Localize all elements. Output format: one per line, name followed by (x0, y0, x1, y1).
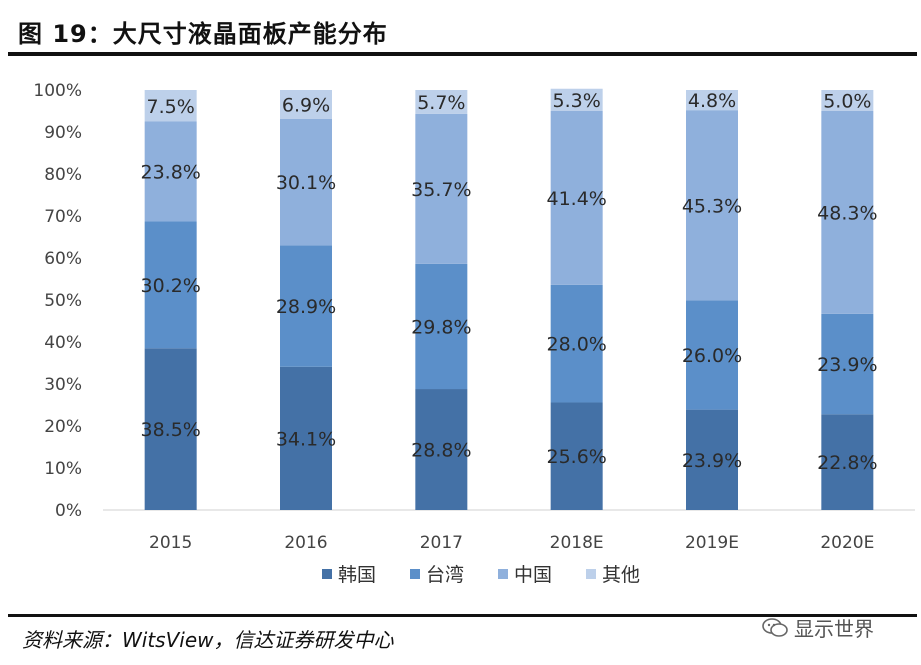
data-label: 34.1% (276, 428, 336, 450)
data-label: 28.0% (546, 334, 606, 356)
bar-segment (550, 402, 603, 510)
legend-swatch (410, 569, 420, 579)
bottom-rule (8, 614, 917, 617)
bar-segment (144, 90, 197, 122)
data-label: 45.3% (682, 195, 742, 217)
bar-segment (550, 284, 603, 403)
bar-segment (821, 90, 874, 111)
bar-segment (821, 313, 874, 415)
bar-segment (280, 118, 332, 246)
data-label: 38.5% (140, 419, 200, 441)
x-tick-label: 2017 (420, 533, 463, 553)
data-label: 30.2% (140, 275, 200, 297)
data-label: 23.8% (140, 161, 200, 183)
x-tick-label: 2018E (550, 533, 604, 553)
data-label: 28.9% (276, 296, 336, 318)
legend-swatch (322, 569, 332, 579)
bar-segment (686, 409, 738, 510)
bar-segment (415, 113, 468, 264)
y-tick-label: 40% (44, 333, 82, 353)
y-tick-label: 70% (44, 207, 82, 227)
data-label: 41.4% (546, 188, 606, 210)
data-label: 5.3% (553, 90, 601, 112)
figure-title: 图 19：大尺寸液晶面板产能分布 (18, 20, 388, 48)
data-label: 30.1% (276, 172, 336, 194)
wechat-icon (762, 617, 788, 637)
data-label: 29.8% (411, 316, 471, 338)
bar-segment (415, 389, 468, 510)
legend-label: 其他 (602, 564, 640, 586)
y-tick-label: 10% (44, 459, 82, 479)
bar-segment (686, 110, 738, 301)
bar-segment (144, 221, 197, 349)
x-tick-label: 2015 (149, 533, 192, 553)
x-tick-label: 2016 (284, 533, 327, 553)
legend-label: 韩国 (338, 564, 376, 586)
data-label: 35.7% (411, 179, 471, 201)
source-note: 资料来源：WitsView，信达证券研发中心 (22, 628, 394, 652)
data-label: 4.8% (688, 90, 736, 112)
top-rule (8, 52, 917, 56)
data-label: 5.7% (417, 92, 465, 114)
y-tick-label: 80% (44, 165, 82, 185)
y-tick-label: 20% (44, 417, 82, 437)
watermark: 显示世界 (762, 613, 874, 642)
data-label: 23.9% (817, 354, 877, 376)
data-label: 28.8% (411, 440, 471, 462)
x-tick-label: 2020E (820, 533, 874, 553)
data-label: 22.8% (817, 452, 877, 474)
legend-label: 台湾 (426, 564, 464, 586)
bar-segment (686, 300, 738, 410)
legend-swatch (586, 569, 596, 579)
data-label: 7.5% (147, 96, 195, 118)
stacked-bar-chart: 0% 10% 20% 30% 40% 50% 60% 70% 80% 90% 100% 38.5% 30… (33, 81, 915, 586)
data-label: 48.3% (817, 202, 877, 224)
y-tick-label: 100% (33, 81, 82, 101)
legend-label: 中国 (514, 564, 552, 586)
bar-segment (280, 245, 332, 367)
bar-segment (144, 348, 197, 510)
data-label: 6.9% (282, 94, 330, 116)
bar-segment (821, 414, 874, 510)
bar-segment (821, 111, 874, 314)
bar-segment (550, 88, 603, 111)
y-tick-label: 50% (44, 291, 82, 311)
bar-segment (415, 90, 468, 114)
bar-segment (415, 263, 468, 390)
data-label: 23.9% (682, 450, 742, 472)
bar-segment (280, 366, 332, 510)
data-label: 25.6% (546, 446, 606, 468)
y-tick-label: 60% (44, 249, 82, 269)
bar-segment (144, 121, 197, 222)
bar-segment (686, 90, 738, 111)
y-tick-label: 0% (55, 501, 82, 521)
data-label: 26.0% (682, 345, 742, 367)
watermark-text: 显示世界 (794, 617, 874, 641)
y-tick-label: 90% (44, 123, 82, 143)
data-label: 5.0% (823, 91, 871, 113)
legend-swatch (498, 569, 508, 579)
x-tick-label: 2019E (685, 533, 739, 553)
y-tick-label: 30% (44, 375, 82, 395)
bar-segment (550, 111, 603, 285)
bar-segment (280, 90, 332, 119)
